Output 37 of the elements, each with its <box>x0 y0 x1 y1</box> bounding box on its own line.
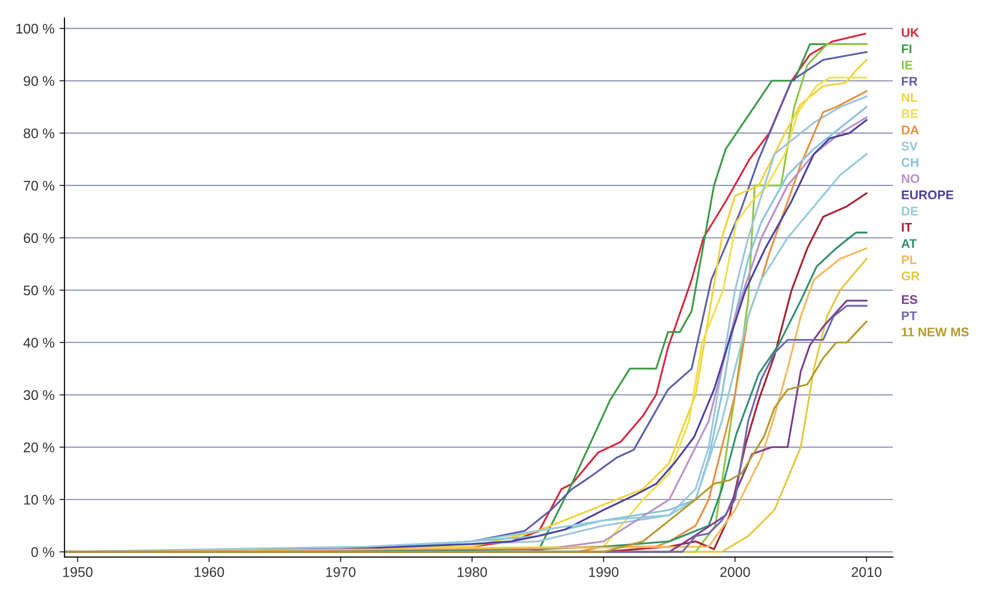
y-tick-label: 60 % <box>24 233 54 243</box>
text: AT <box>901 239 917 248</box>
text: CH <box>902 158 918 167</box>
x-tick-label: 1950 <box>63 567 93 577</box>
x-tick-label: 2010 <box>852 567 882 577</box>
text: DE <box>902 206 918 216</box>
y-tick-label: 80 % <box>24 128 54 138</box>
text: FR <box>902 76 918 86</box>
text: EUROPE <box>902 190 954 200</box>
text: PL <box>902 255 917 264</box>
x-tick-label: 2000 <box>720 567 750 577</box>
text: SV <box>901 142 918 151</box>
text: ES <box>902 295 918 304</box>
x-tick-label: 1960 <box>194 567 224 577</box>
y-tick-label: 20 % <box>24 442 54 452</box>
text: DA <box>902 126 919 134</box>
text: FI <box>902 44 912 54</box>
text: NL <box>902 93 918 102</box>
text: NO <box>902 174 920 184</box>
y-tick-label: 0 % <box>31 547 54 558</box>
x-tick-label: 1970 <box>326 567 356 577</box>
y-tick-label: 100 % <box>16 24 54 34</box>
text: PT <box>902 311 917 320</box>
text: IT <box>902 223 912 232</box>
y-tick-label: 40 % <box>23 338 54 348</box>
y-tick-label: 50 % <box>24 285 54 296</box>
text: BE <box>902 109 918 118</box>
y-tick-label: 90 % <box>24 76 54 86</box>
text: UK <box>902 28 920 38</box>
x-tick-label: 1980 <box>458 567 487 577</box>
text: IE <box>902 60 912 70</box>
y-tick-label: 70 % <box>24 180 54 191</box>
text: GR <box>902 272 920 280</box>
x-tick-label: 1990 <box>589 567 618 577</box>
y-tick-label: 30 % <box>24 390 54 400</box>
text: 11 NEW MS <box>902 328 969 336</box>
y-tick-label: 10 % <box>24 494 54 505</box>
